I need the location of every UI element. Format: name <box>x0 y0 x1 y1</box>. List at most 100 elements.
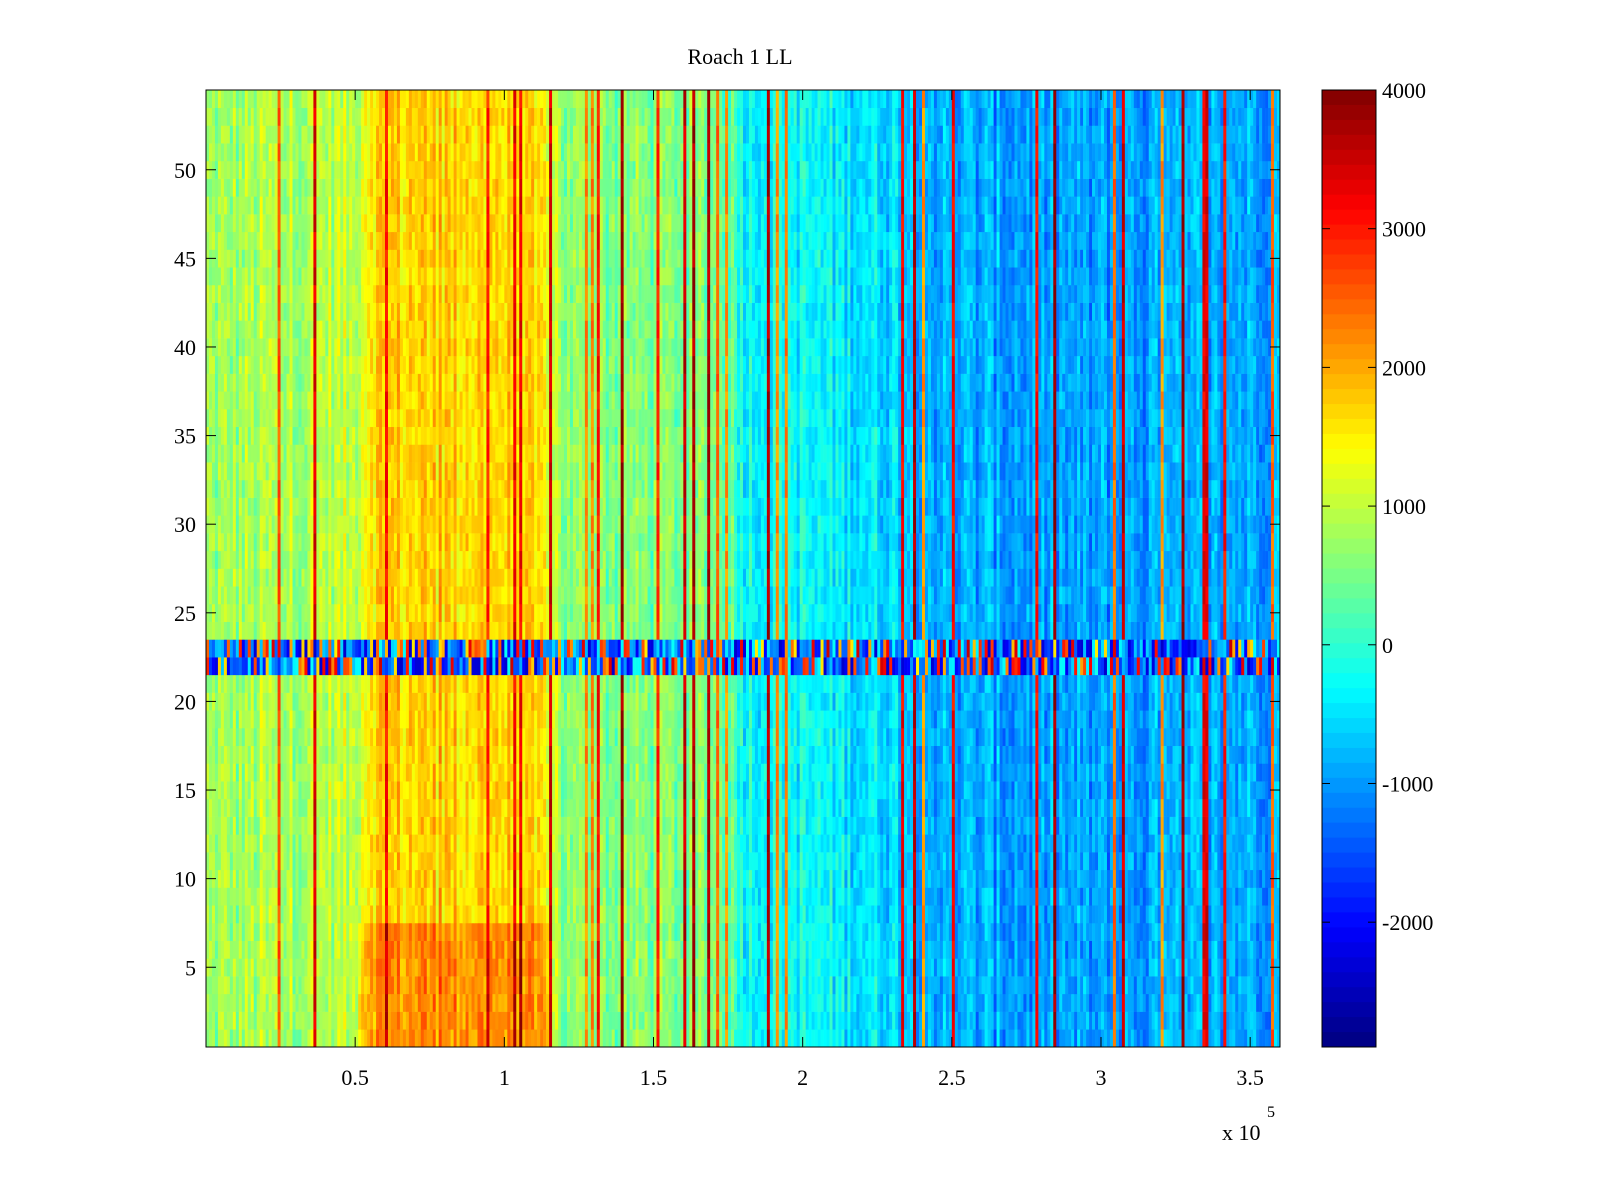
heatmap-cell <box>451 941 454 959</box>
heatmap-cell <box>1035 817 1038 835</box>
heatmap-cell <box>973 923 976 941</box>
heatmap-cell <box>1113 923 1116 941</box>
heatmap-cell <box>901 888 904 906</box>
heatmap-cell <box>1193 905 1196 923</box>
heatmap-cell <box>328 923 331 941</box>
heatmap-cell <box>1265 976 1268 994</box>
heatmap-cell <box>570 1012 573 1030</box>
heatmap-cell <box>788 834 791 852</box>
heatmap-cell <box>1012 976 1015 994</box>
heatmap-cell <box>430 799 433 817</box>
heatmap-cell <box>865 834 868 852</box>
heatmap-cell <box>287 1029 290 1047</box>
heatmap-cell <box>1182 852 1185 870</box>
heatmap-cell <box>931 923 934 941</box>
heatmap-cell <box>245 888 248 906</box>
heatmap-cell <box>988 905 991 923</box>
heatmap-cell <box>692 994 695 1012</box>
heatmap-cell <box>877 799 880 817</box>
heatmap-cell <box>477 905 480 923</box>
heatmap-cell <box>564 852 567 870</box>
heatmap-cell <box>522 1012 525 1030</box>
heatmap-cell <box>245 941 248 959</box>
heatmap-cell <box>1164 905 1167 923</box>
heatmap-cell <box>349 852 352 870</box>
heatmap-cell <box>988 958 991 976</box>
heatmap-cell <box>1271 888 1274 906</box>
heatmap-cell <box>1000 905 1003 923</box>
heatmap-cell <box>797 888 800 906</box>
heatmap-cell <box>1253 958 1256 976</box>
heatmap-cell <box>1009 799 1012 817</box>
heatmap-cell <box>531 1012 534 1030</box>
heatmap-cell <box>242 958 245 976</box>
heatmap-cell <box>1244 888 1247 906</box>
heatmap-cell <box>898 1029 901 1047</box>
heatmap-cell <box>409 994 412 1012</box>
heatmap-cell <box>1214 976 1217 994</box>
heatmap-cell <box>621 923 624 941</box>
heatmap-cell <box>621 1029 624 1047</box>
heatmap-cell <box>463 1029 466 1047</box>
heatmap-cell <box>582 941 585 959</box>
heatmap-cell <box>245 923 248 941</box>
heatmap-cell <box>835 976 838 994</box>
heatmap-cell <box>758 888 761 906</box>
heatmap-cell <box>564 799 567 817</box>
heatmap-cell <box>555 1012 558 1030</box>
heatmap-cell <box>880 799 883 817</box>
heatmap-cell <box>671 817 674 835</box>
heatmap-cell <box>743 852 746 870</box>
heatmap-cell <box>1098 941 1101 959</box>
heatmap-cell <box>1006 941 1009 959</box>
heatmap-cell <box>555 941 558 959</box>
heatmap-cell <box>1116 799 1119 817</box>
heatmap-cell <box>609 958 612 976</box>
heatmap-cell <box>958 1012 961 1030</box>
heatmap-cell <box>454 888 457 906</box>
heatmap-cell <box>1161 817 1164 835</box>
heatmap-cell <box>1232 888 1235 906</box>
heatmap-cell <box>1265 834 1268 852</box>
heatmap-cell <box>272 941 275 959</box>
heatmap-cell <box>621 888 624 906</box>
heatmap-cell <box>680 958 683 976</box>
heatmap-cell <box>1014 976 1017 994</box>
heatmap-cell <box>1071 834 1074 852</box>
heatmap-cell <box>537 852 540 870</box>
heatmap-cell <box>883 905 886 923</box>
heatmap-cell <box>1185 958 1188 976</box>
heatmap-cell <box>991 852 994 870</box>
heatmap-cell <box>1155 888 1158 906</box>
heatmap-cell <box>1038 799 1041 817</box>
heatmap-cell <box>716 958 719 976</box>
heatmap-cell <box>310 1029 313 1047</box>
heatmap-cell <box>242 976 245 994</box>
heatmap-cell <box>346 976 349 994</box>
heatmap-cell <box>460 923 463 941</box>
heatmap-cell <box>1158 994 1161 1012</box>
heatmap-cell <box>567 888 570 906</box>
heatmap-cell <box>439 817 442 835</box>
heatmap-cell <box>1014 994 1017 1012</box>
heatmap-cell <box>824 923 827 941</box>
heatmap-cell <box>656 834 659 852</box>
heatmap-cell <box>674 799 677 817</box>
heatmap-cell <box>1211 852 1214 870</box>
heatmap-cell <box>883 888 886 906</box>
heatmap-cell <box>671 799 674 817</box>
heatmap-cell <box>862 905 865 923</box>
heatmap-cell <box>1098 1012 1101 1030</box>
heatmap-cell <box>761 799 764 817</box>
heatmap-cell <box>1176 870 1179 888</box>
heatmap-cell <box>355 976 358 994</box>
heatmap-cell <box>740 1029 743 1047</box>
heatmap-cell <box>928 888 931 906</box>
heatmap-cell <box>651 799 654 817</box>
heatmap-cell <box>436 976 439 994</box>
heatmap-cell <box>573 799 576 817</box>
heatmap-cell <box>301 905 304 923</box>
heatmap-cell <box>298 870 301 888</box>
heatmap-cell <box>340 817 343 835</box>
heatmap-cell <box>940 888 943 906</box>
